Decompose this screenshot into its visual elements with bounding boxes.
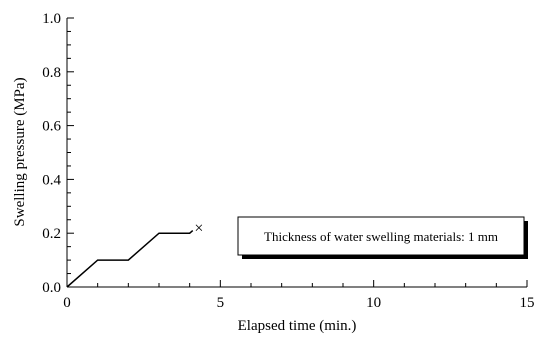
x-axis-ticks: 0 5 10 15 <box>63 280 535 311</box>
data-series: × <box>66 220 203 288</box>
y-tick-label: 1.0 <box>42 11 61 27</box>
annotation-text: Thickness of water swelling materials: 1… <box>264 229 498 244</box>
series-line <box>66 229 194 288</box>
x-tick-label: 15 <box>520 295 535 311</box>
end-marker: × <box>194 220 203 237</box>
y-axis-label: Swelling pressure (MPa) <box>12 77 28 226</box>
annotation-box: Thickness of water swelling materials: 1… <box>237 216 528 259</box>
y-tick-label: 0.6 <box>42 119 61 135</box>
y-tick-label: 0.2 <box>42 226 61 242</box>
x-tick-label: 10 <box>366 295 381 311</box>
x-tick-label: 0 <box>63 295 71 311</box>
y-tick-label: 0.4 <box>42 172 61 188</box>
x-axis-label: Elapsed time (min.) <box>238 318 357 334</box>
x-tick-label: 5 <box>217 295 225 311</box>
y-axis-ticks: 0.0 0.2 0.4 0.6 0.8 1.0 <box>42 11 74 296</box>
y-tick-label: 0.0 <box>42 280 61 296</box>
y-tick-label: 0.8 <box>42 65 61 81</box>
